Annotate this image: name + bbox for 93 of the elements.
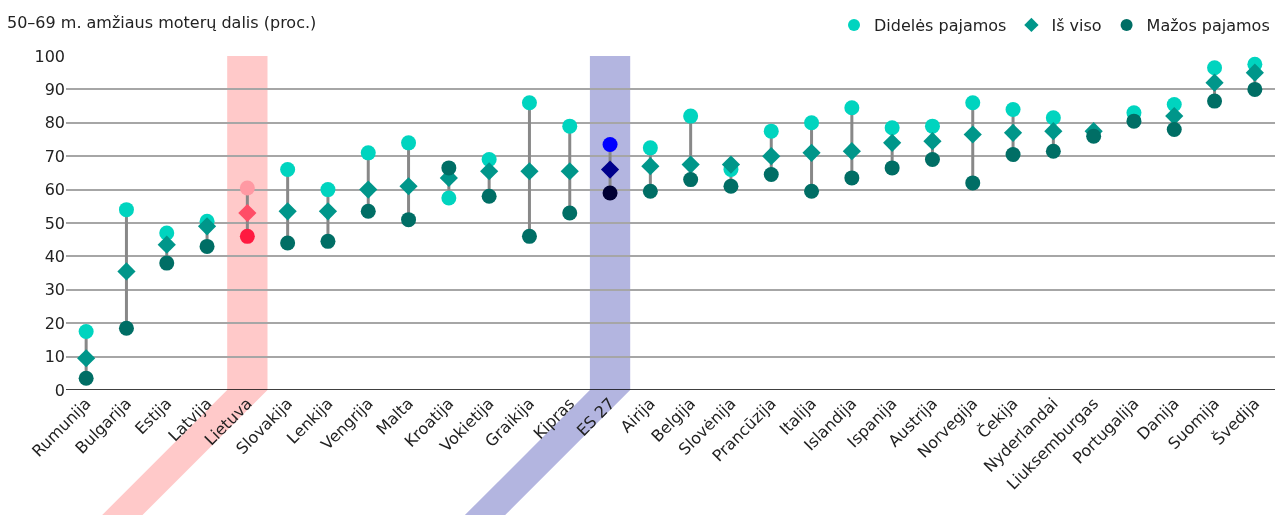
point: [884, 160, 900, 176]
point: [1045, 143, 1061, 159]
point: [763, 167, 779, 183]
point: [78, 324, 94, 340]
point: [562, 118, 578, 134]
y-tick-label: 20: [44, 313, 65, 333]
point: [924, 152, 940, 168]
point: [78, 370, 94, 386]
point: [521, 95, 537, 111]
point: [883, 133, 902, 152]
point: [641, 157, 660, 176]
y-tick-label: 10: [44, 347, 65, 367]
point: [924, 118, 940, 134]
point: [1205, 73, 1224, 92]
point: [1086, 128, 1102, 144]
point: [804, 115, 820, 131]
y-tick-label: 100: [34, 46, 65, 66]
point: [884, 120, 900, 136]
point: [1003, 123, 1023, 142]
point: [521, 228, 537, 244]
point: [763, 123, 779, 139]
point: [1044, 122, 1063, 141]
point: [238, 203, 257, 223]
point: [159, 255, 175, 271]
point: [642, 183, 658, 199]
point: [562, 205, 578, 221]
y-tick-label: 70: [44, 146, 65, 166]
point: [1126, 113, 1142, 129]
point: [923, 132, 942, 151]
point: [280, 235, 296, 251]
legend-label: Iš viso: [1051, 16, 1102, 36]
y-tick-label: 90: [44, 80, 65, 99]
legend-label: Mažos pajamos: [1146, 16, 1270, 36]
point: [683, 172, 699, 188]
point: [1005, 147, 1021, 163]
point: [320, 233, 336, 249]
point: [278, 202, 297, 221]
point: [602, 137, 618, 152]
point: [802, 143, 821, 162]
point: [359, 180, 378, 199]
point: [762, 147, 781, 166]
point: [481, 188, 497, 204]
point: [480, 162, 499, 181]
point: [1207, 93, 1223, 109]
point: [239, 228, 255, 244]
point: [1045, 110, 1061, 126]
point: [77, 349, 96, 368]
y-tick-label: 30: [44, 280, 65, 300]
point: [842, 142, 861, 161]
point: [1005, 101, 1021, 117]
point: [399, 177, 418, 196]
point: [520, 162, 539, 181]
point: [117, 262, 136, 281]
point: [1166, 121, 1182, 137]
point: [642, 140, 658, 156]
y-tick-label: 50: [44, 213, 65, 233]
point: [721, 155, 741, 174]
point: [320, 182, 336, 198]
point: [1247, 81, 1263, 97]
y-tick-label: 80: [44, 113, 65, 133]
point: [118, 320, 134, 336]
point: [963, 125, 982, 144]
point: [602, 185, 618, 201]
point: [804, 183, 820, 199]
point: [683, 108, 699, 124]
legend-label: Didelės pajamos: [874, 16, 1007, 36]
y-tick-label: 0: [54, 380, 65, 400]
point: [965, 95, 981, 111]
point: [401, 135, 417, 151]
y-tick-label: 60: [44, 180, 65, 200]
point: [239, 180, 255, 196]
point: [965, 175, 981, 191]
point: [401, 212, 417, 228]
point: [280, 162, 296, 178]
point: [199, 238, 215, 254]
point: [118, 202, 134, 218]
point: [560, 162, 579, 181]
point: [600, 160, 620, 179]
point: [723, 178, 739, 194]
point: [441, 190, 457, 206]
y-axis-title: 50–69 m. amžiaus moterų dalis (proc.): [7, 13, 317, 32]
point: [844, 170, 860, 186]
point: [1207, 60, 1223, 76]
point: [360, 145, 376, 161]
point: [1245, 63, 1264, 82]
point: [157, 235, 176, 254]
point: [360, 203, 376, 219]
point: [844, 100, 860, 116]
point: [681, 155, 700, 174]
point: [441, 160, 457, 176]
point: [197, 217, 217, 236]
y-tick-label: 40: [44, 247, 65, 266]
point: [318, 202, 338, 221]
